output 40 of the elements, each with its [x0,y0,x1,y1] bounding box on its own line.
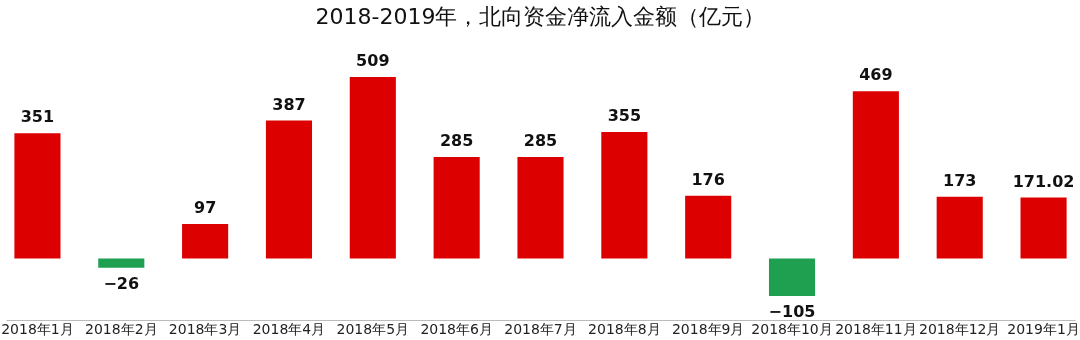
bar [1020,197,1067,259]
data-label: 469 [859,65,893,85]
data-label: 355 [607,105,642,125]
bar [433,156,480,259]
data-label: 176 [691,169,725,189]
x-tick-label: 2018年9月 [671,320,745,337]
x-tick-label: 2018年7月 [504,320,577,337]
x-tick-label: 2018年2月 [85,320,158,337]
data-label: 285 [439,130,474,150]
data-label: 97 [193,197,217,217]
x-tick-label: 2018年11月 [835,320,917,337]
bar [14,133,61,259]
x-tick-label: 2019年1月 [1007,320,1080,337]
bar [349,77,396,259]
x-tick-label: 2018年1月 [1,320,74,337]
data-label: 509 [356,51,390,70]
chart-title: 2018-2019年，北向资金净流入金额（亿元） [315,4,766,29]
bar [601,131,648,259]
data-label: −26 [103,273,140,293]
bar [265,120,313,259]
data-label: 171.02 [1012,171,1075,191]
bar [852,91,899,259]
bar [936,196,983,259]
bar [768,258,816,296]
x-tick-label: 2018年8月 [588,320,661,337]
x-tick-label: 2018年6月 [420,320,493,337]
bar [182,223,229,259]
data-label: −105 [768,302,816,321]
bar [98,258,145,268]
x-tick-label: 2018年10月 [751,320,833,337]
data-label: 285 [523,130,558,150]
x-tick-label: 2018年3月 [168,320,242,337]
x-tick-label: 2018年5月 [336,320,410,337]
x-tick-label: 2018年12月 [918,320,1001,337]
x-tick-label: 2018年4月 [252,320,326,337]
data-label: 387 [272,94,306,114]
bar [685,195,732,259]
data-label: 351 [20,107,55,127]
data-label: 173 [943,170,977,190]
bar [517,156,564,259]
